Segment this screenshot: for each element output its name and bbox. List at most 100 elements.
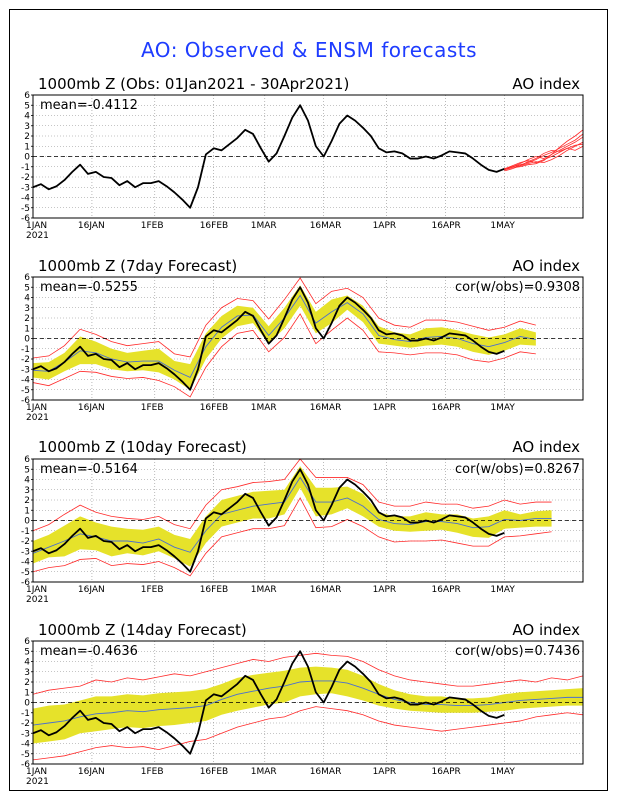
y-tick-label: 3: [24, 668, 30, 678]
y-tick-label: -4: [21, 194, 30, 204]
x-tick-label: 16FEB: [200, 221, 229, 231]
extreme-upper-line: [32, 652, 584, 695]
x-tick-label: 16MAR: [310, 585, 342, 595]
extreme-lower-line: [32, 706, 584, 761]
y-tick-label: 6: [24, 273, 30, 283]
spread-band: [33, 466, 552, 567]
y-tick-label: -2: [21, 719, 30, 729]
y-tick-label: -5: [21, 568, 30, 578]
y-tick-label: 1: [24, 324, 30, 334]
y-tick-label: -1: [21, 345, 30, 355]
x-tick-label: 1MAR: [251, 767, 277, 777]
observed-line: [32, 650, 505, 755]
extreme-upper-line: [32, 277, 536, 359]
y-tick-label: 3: [24, 122, 30, 132]
y-tick-label: -2: [21, 355, 30, 365]
y-tick-label: -6: [21, 760, 30, 770]
extreme-lower-line: [32, 313, 536, 398]
x-tick-label: 16MAR: [310, 403, 342, 413]
panel-right-label: AO index: [512, 75, 580, 93]
x-tick-label: 1MAY: [490, 221, 515, 231]
cor-label: cor(w/obs)=0.9308: [455, 280, 580, 295]
panel-title: 1000mb Z (7day Forecast): [38, 257, 237, 275]
mean-label: mean=-0.5255: [40, 280, 138, 295]
y-tick-label: 5: [24, 101, 30, 111]
mean-label: mean=-0.5164: [40, 462, 138, 477]
x-tick-label: 1FEB: [141, 221, 164, 231]
y-tick-label: -5: [21, 386, 30, 396]
x-tick-label: 16FEB: [200, 767, 229, 777]
y-tick-label: 2: [24, 132, 30, 142]
x-tick-label: 16JAN: [78, 403, 105, 413]
y-tick-label: 4: [24, 476, 30, 486]
figure-title: AO: Observed & ENSM forecasts: [140, 38, 478, 62]
x-tick-label: 1MAR: [251, 585, 277, 595]
forecast-member-line: [504, 133, 584, 171]
y-tick-label: -3: [21, 729, 30, 739]
forecast-member-line: [504, 143, 584, 170]
forecast-member-line: [504, 136, 584, 170]
x-tick-year-label: 2021: [26, 413, 49, 423]
extreme-upper-line: [32, 458, 552, 532]
y-tick-label: 4: [24, 294, 30, 304]
y-tick-label: 0: [24, 517, 30, 527]
y-tick-label: 2: [24, 678, 30, 688]
x-tick-label: 1JAN: [26, 585, 47, 595]
x-tick-label: 16APR: [432, 585, 461, 595]
y-tick-label: -4: [21, 558, 30, 568]
y-tick-label: 4: [24, 658, 30, 668]
cor-label: cor(w/obs)=0.8267: [455, 462, 580, 477]
observed-line: [32, 468, 505, 573]
cor-label: cor(w/obs)=0.7436: [455, 644, 580, 659]
y-tick-label: 0: [24, 335, 30, 345]
panel-title: 1000mb Z (Obs: 01Jan2021 - 30Apr2021): [38, 75, 349, 93]
y-tick-label: -2: [21, 537, 30, 547]
ensemble-mean-line: [32, 476, 552, 554]
x-tick-year-label: 2021: [26, 777, 49, 787]
x-tick-year-label: 2021: [26, 595, 49, 605]
x-tick-label: 1JAN: [26, 221, 47, 231]
x-tick-label: 16APR: [432, 221, 461, 231]
y-tick-label: 4: [24, 112, 30, 122]
y-tick-label: -3: [21, 365, 30, 375]
y-tick-label: 2: [24, 496, 30, 506]
mean-label: mean=-0.4636: [40, 644, 138, 659]
panel-right-label: AO index: [512, 621, 580, 639]
y-tick-label: -6: [21, 396, 30, 406]
x-tick-label: 1FEB: [141, 403, 164, 413]
mean-label: mean=-0.4112: [40, 98, 138, 113]
x-tick-label: 1APR: [373, 403, 397, 413]
y-tick-label: 3: [24, 486, 30, 496]
x-tick-label: 16JAN: [78, 767, 105, 777]
x-tick-label: 16MAR: [310, 221, 342, 231]
y-tick-label: 1: [24, 688, 30, 698]
x-tick-label: 16MAR: [310, 767, 342, 777]
x-tick-label: 16FEB: [200, 403, 229, 413]
x-tick-label: 1FEB: [141, 585, 164, 595]
x-tick-label: 16APR: [432, 767, 461, 777]
y-tick-label: -3: [21, 547, 30, 557]
x-tick-label: 1APR: [373, 221, 397, 231]
panel-title: 1000mb Z (14day Forecast): [38, 621, 247, 639]
y-tick-label: 0: [24, 699, 30, 709]
observed-line: [32, 286, 505, 391]
forecast-member-line: [504, 129, 584, 171]
y-tick-label: 6: [24, 455, 30, 465]
y-tick-label: 6: [24, 637, 30, 647]
x-tick-label: 1FEB: [141, 767, 164, 777]
ensemble-mean-line: [32, 680, 583, 726]
y-tick-label: 5: [24, 283, 30, 293]
x-tick-label: 16FEB: [200, 585, 229, 595]
y-tick-label: 5: [24, 647, 30, 657]
observed-line: [32, 104, 505, 209]
x-tick-label: 1APR: [373, 767, 397, 777]
x-tick-label: 1APR: [373, 585, 397, 595]
x-tick-label: 1JAN: [26, 767, 47, 777]
y-tick-label: 0: [24, 153, 30, 163]
